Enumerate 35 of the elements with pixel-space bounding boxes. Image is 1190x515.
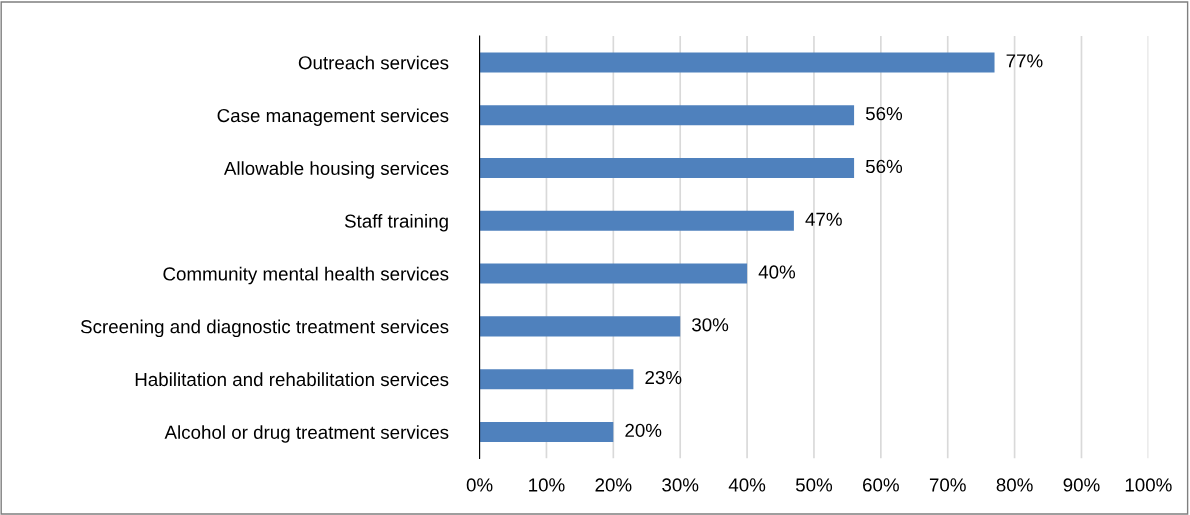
data-label: 40%: [758, 265, 796, 279]
x-tick-label: 80%: [996, 478, 1033, 492]
y-tick-label: Habilitation and rehabilitation services: [135, 372, 449, 387]
data-label: 30%: [692, 318, 729, 332]
data-label: 56%: [865, 159, 903, 174]
bar: [479, 157, 855, 179]
y-tick-label: Outreach services: [298, 55, 449, 70]
data-label: 56%: [865, 106, 903, 121]
data-label: 47%: [805, 212, 842, 226]
x-tick-label: 10%: [529, 478, 565, 492]
y-tick-label: Community mental health services: [163, 266, 449, 285]
bar: [479, 421, 614, 442]
data-label: 77%: [1006, 54, 1043, 68]
data-label: 23%: [645, 370, 682, 385]
x-tick-label: 30%: [662, 478, 699, 492]
bar: [479, 263, 748, 284]
x-tick-label: 50%: [795, 478, 833, 492]
x-tick-label: 90%: [1063, 478, 1100, 492]
y-tick-label: Staff training: [344, 214, 448, 232]
y-tick-label: Case management services: [217, 108, 449, 126]
x-tick-label: 0%: [466, 478, 493, 492]
bar: [479, 210, 794, 231]
data-label: 20%: [625, 423, 662, 437]
x-tick-label: 100%: [1125, 478, 1172, 492]
bar: [479, 52, 995, 73]
bar: [479, 316, 681, 337]
x-tick-label: 60%: [863, 478, 899, 492]
y-tick-label: Allowable housing services: [223, 161, 449, 179]
x-tick-label: 40%: [728, 478, 766, 492]
bar: [479, 369, 634, 390]
x-tick-label: 70%: [929, 478, 966, 492]
x-tick-label: 20%: [595, 478, 632, 492]
y-tick-label: Screening and diagnostic treatment services: [80, 319, 449, 338]
y-tick-label: Alcohol or drug treatment services: [164, 425, 449, 443]
bar: [479, 105, 855, 126]
